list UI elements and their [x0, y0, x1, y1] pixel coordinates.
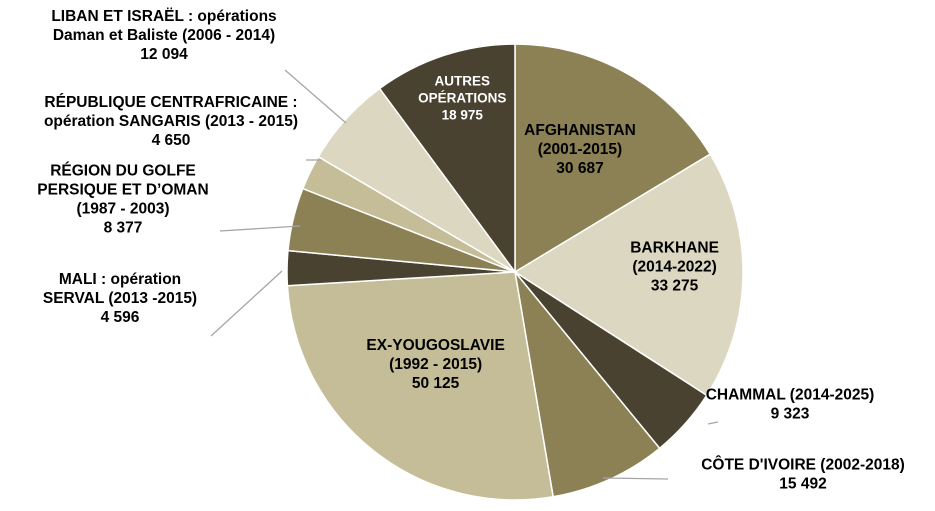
slice-name-label: BARKHANE	[630, 239, 719, 256]
slice-value-label: 4 596	[101, 309, 140, 326]
slice-label: MALI : opération SERVAL (2013 -2015) 4 596	[43, 271, 197, 326]
leader-line	[210, 270, 283, 337]
slice-label: AUTRES OPÉRATIONS 18 975	[418, 74, 506, 123]
slice-label: CHAMMAL (2014-2025) 9 323	[706, 387, 875, 423]
slice-name-label: EX-YOUGOSLAVIE	[366, 337, 504, 354]
slice-name-label: (2014-2022)	[632, 258, 716, 275]
slice-value-label: 9 323	[771, 406, 810, 423]
slice-name-label: AUTRES	[435, 74, 491, 89]
slice-name-label: (1992 - 2015)	[389, 356, 482, 373]
slice-label: RÉPUBLIQUE CENTRAFRICAINE : opération SAN…	[44, 94, 298, 149]
slice-name-label: LIBAN ET ISRAËL : opérations	[51, 8, 276, 25]
slice-label: LIBAN ET ISRAËL : opérations Daman et Bal…	[51, 8, 276, 63]
slice-name-label: Daman et Baliste (2006 - 2014)	[53, 27, 275, 44]
pie-slice	[378, 43, 516, 275]
leader-line	[602, 477, 669, 480]
slice-name-label: MALI : opération	[59, 271, 181, 288]
slice-value-label: 18 975	[442, 108, 484, 123]
leader-line	[219, 225, 301, 232]
slice-value-label: 33 275	[651, 277, 699, 294]
slice-value-label: 50 125	[412, 375, 460, 392]
slice-label: EX-YOUGOSLAVIE (1992 - 2015) 50 125	[366, 337, 504, 392]
slice-label: AFGHANISTAN (2001-2015) 30 687	[524, 122, 636, 177]
pie-slice	[513, 153, 744, 397]
slice-value-label: 12 094	[140, 46, 188, 63]
slice-name-label: CHAMMAL (2014-2025)	[706, 387, 875, 404]
slice-value-label: 4 650	[152, 132, 191, 149]
pie-slice	[286, 271, 555, 501]
slice-label: CÔTE D'IVOIRE (2002-2018) 15 492	[701, 456, 905, 493]
slice-name-label: RÉGION DU GOLFE	[50, 163, 196, 180]
slice-label: RÉGION DU GOLFE PERSIQUE ET D’OMAN (1987 -…	[37, 163, 208, 237]
slice-name-label: OPÉRATIONS	[418, 91, 506, 106]
leader-line	[707, 421, 719, 425]
slice-value-label: 15 492	[779, 476, 826, 493]
slice-name-label: RÉPUBLIQUE CENTRAFRICAINE :	[44, 94, 297, 111]
slice-name-label: CÔTE D'IVOIRE (2002-2018)	[701, 456, 905, 474]
leader-line	[284, 69, 347, 124]
slice-name-label: PERSIQUE ET D’OMAN	[37, 182, 208, 199]
slice-label: BARKHANE (2014-2022) 33 275	[630, 239, 719, 294]
slice-name-label: (2001-2015)	[538, 141, 622, 158]
slice-name-label: (1987 - 2003)	[76, 201, 169, 218]
pie-slice	[513, 269, 661, 498]
slice-value-label: 30 687	[556, 160, 603, 177]
slice-name-label: SERVAL (2013 -2015)	[43, 290, 197, 307]
slice-name-label: opération SANGARIS (2013 - 2015)	[44, 113, 298, 130]
pie-slice	[514, 43, 712, 274]
slice-name-label: AFGHANISTAN	[524, 122, 636, 139]
slice-value-label: 8 377	[104, 220, 143, 237]
